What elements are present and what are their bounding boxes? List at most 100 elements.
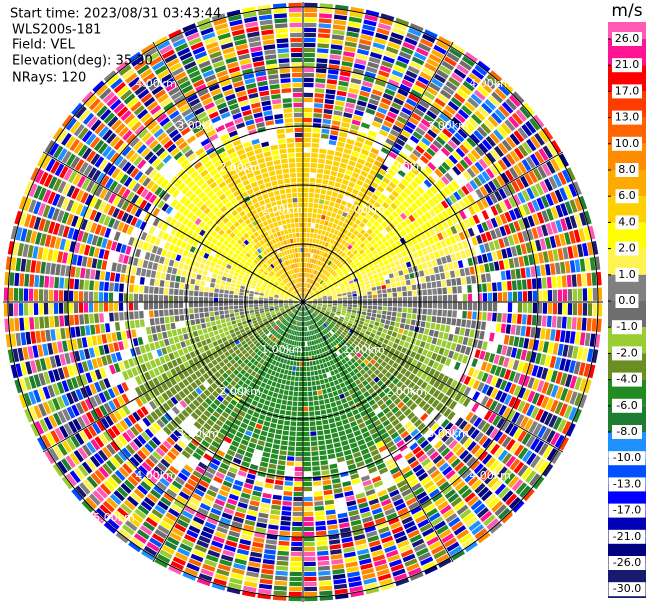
ray-gates <box>454 461 465 472</box>
ray-gates <box>303 516 315 537</box>
ray-gates <box>313 491 332 586</box>
ray-gates <box>85 180 160 227</box>
ray-gates <box>159 117 170 127</box>
ray-gates <box>190 438 200 447</box>
ray-gates <box>148 454 159 465</box>
ray-gates <box>380 498 422 577</box>
ray-gates <box>569 199 578 213</box>
ray-gates <box>282 501 292 506</box>
ray-gates <box>245 119 255 126</box>
ray-gates <box>202 69 231 119</box>
ray-gates <box>134 423 144 433</box>
ray-gates <box>510 347 518 358</box>
ray-gates <box>211 582 226 591</box>
ray-gates <box>304 586 317 592</box>
ray-gates <box>76 338 83 349</box>
ray-gates <box>65 117 144 181</box>
ray-gates <box>125 203 134 213</box>
range-label: 5.00km <box>511 35 553 48</box>
ray-gates <box>35 232 42 245</box>
ray-gates <box>206 517 218 525</box>
ray-gates <box>493 261 500 271</box>
ray-gates <box>293 97 303 128</box>
ray-gates <box>103 302 109 312</box>
ray-gates <box>317 555 330 561</box>
ray-gates <box>37 203 46 216</box>
ray-gates <box>545 328 551 340</box>
ray-gates <box>278 258 283 263</box>
ray-gates <box>403 102 415 111</box>
ray-gates <box>56 130 109 171</box>
ray-gates <box>409 135 420 144</box>
ray-gates <box>180 127 191 136</box>
ray-gates <box>474 64 488 76</box>
ray-gates <box>304 37 316 43</box>
ray-gates <box>94 369 102 380</box>
ray-gates <box>359 506 376 533</box>
ray-gates <box>86 150 97 163</box>
ray-gates <box>289 27 303 68</box>
ray-gates <box>487 312 577 330</box>
ray-gates <box>531 199 540 212</box>
ray-gates <box>173 499 185 509</box>
ray-gates <box>90 269 96 280</box>
colorbar-label-bg <box>612 346 642 361</box>
ray-gates <box>505 455 517 468</box>
ray-gates <box>309 129 389 289</box>
ray-gates <box>577 241 599 258</box>
ray-gates <box>431 492 443 503</box>
ray-gates <box>272 104 300 273</box>
ray-gates <box>139 199 148 209</box>
ray-gates <box>140 446 151 457</box>
ray-gates <box>559 403 568 417</box>
ray-gates <box>576 272 592 287</box>
ray-gates <box>337 215 458 284</box>
ray-gates <box>218 521 230 530</box>
ray-gates <box>498 232 525 249</box>
ray-gates <box>573 229 581 243</box>
ray-gates <box>231 524 255 575</box>
ray-gates <box>499 191 559 225</box>
ray-gates <box>85 407 104 424</box>
ray-gates <box>505 493 518 506</box>
ray-gates <box>481 384 535 417</box>
ray-gates <box>437 93 449 104</box>
ray-gates <box>123 340 129 349</box>
ray-gates <box>23 197 32 212</box>
ray-gates <box>409 61 422 70</box>
ray-gates <box>469 414 512 448</box>
ray-gates <box>129 152 300 299</box>
ray-gates <box>137 489 162 516</box>
colorbar-label-bg <box>612 84 642 99</box>
ray-gates <box>350 43 371 85</box>
ray-gates <box>148 81 188 132</box>
ray-gates <box>139 68 197 144</box>
ray-gates <box>67 227 127 254</box>
ray-gates <box>190 41 204 51</box>
ray-gates <box>490 210 550 240</box>
ray-gates <box>259 499 282 585</box>
ray-gates <box>75 485 87 498</box>
colorbar-label: 26.0 <box>615 32 640 45</box>
ray-gates <box>428 512 441 522</box>
ray-gates <box>437 444 507 517</box>
ray-gates <box>407 456 417 465</box>
ray-gates <box>465 60 491 88</box>
ray-gates <box>347 26 360 33</box>
ray-gates <box>37 153 152 222</box>
ray-gates <box>503 198 512 210</box>
ray-gates <box>389 521 402 530</box>
ray-gates <box>104 282 109 291</box>
ray-gates <box>57 251 108 270</box>
ray-gates <box>273 307 303 591</box>
ray-gates <box>280 73 291 79</box>
ray-gates <box>399 544 412 553</box>
ray-gates <box>109 493 122 505</box>
ray-gates <box>478 450 489 462</box>
ray-gates <box>90 439 101 451</box>
ray-gates <box>99 226 107 237</box>
ray-gates <box>171 67 184 77</box>
ray-gates <box>191 449 226 502</box>
ray-gates <box>568 230 576 244</box>
ray-gates <box>19 212 294 300</box>
